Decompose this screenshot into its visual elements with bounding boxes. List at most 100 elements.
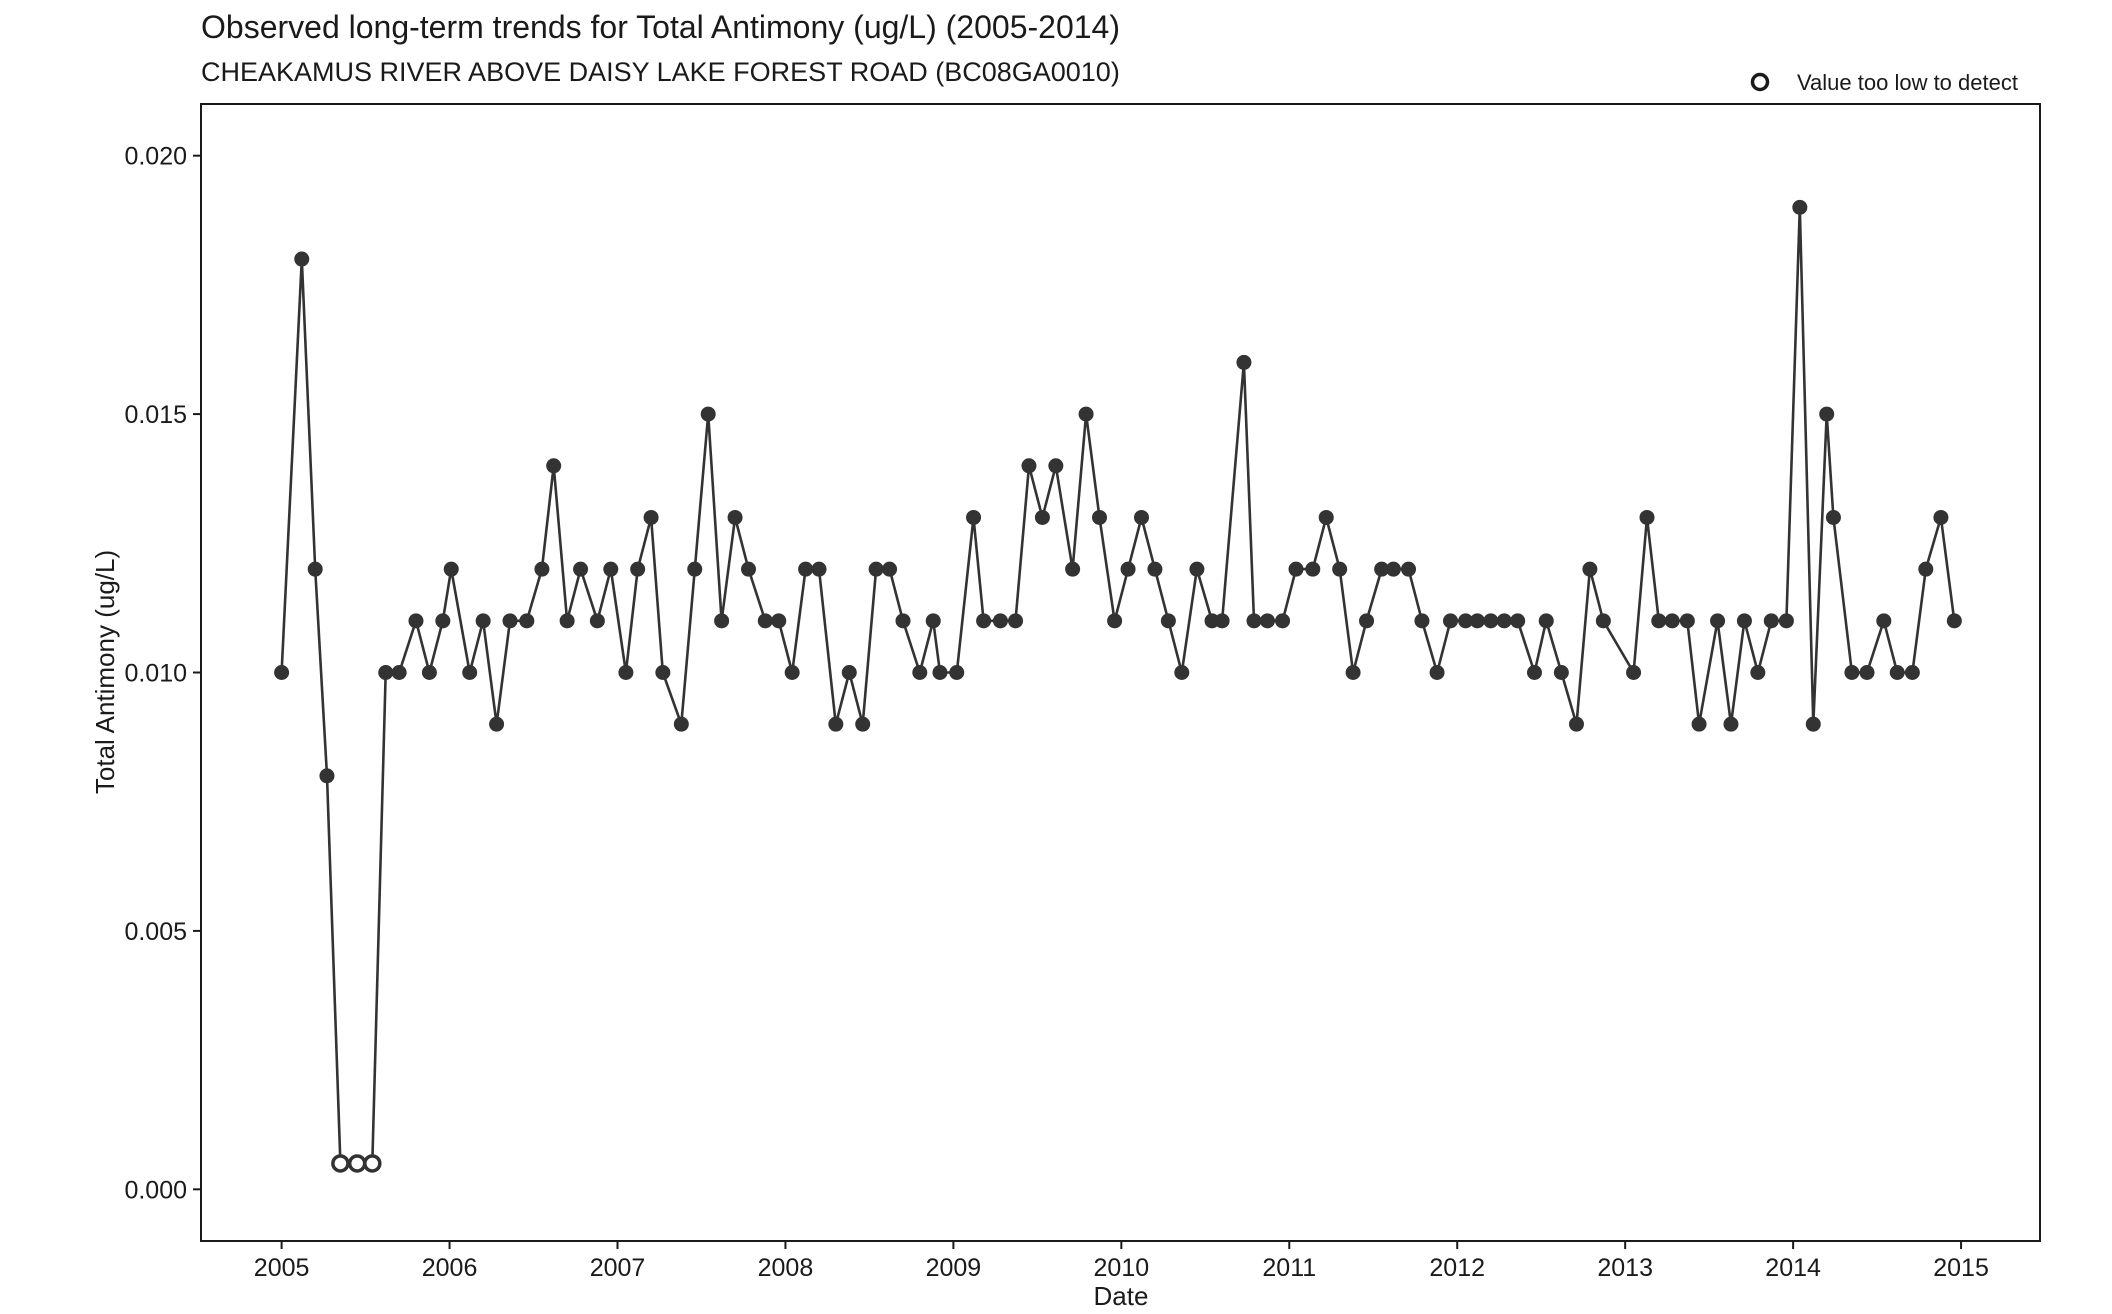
- data-point: [1819, 406, 1835, 422]
- data-point: [573, 561, 589, 577]
- data-point: [1318, 509, 1334, 525]
- data-point: [1120, 561, 1136, 577]
- data-point: [673, 716, 689, 732]
- data-point: [1763, 613, 1779, 629]
- data-point: [1664, 613, 1680, 629]
- data-point: [1065, 561, 1081, 577]
- data-point: [1332, 561, 1348, 577]
- data-point: [771, 613, 787, 629]
- data-point: [1825, 509, 1841, 525]
- data-point: [1904, 665, 1920, 680]
- data-point: [1651, 613, 1667, 629]
- data-point: [1736, 613, 1752, 629]
- x-tick-label: 2013: [1597, 1254, 1653, 1282]
- data-point: [868, 561, 884, 577]
- data-point: [589, 613, 605, 629]
- data-point: [1844, 665, 1860, 680]
- data-point: [1859, 665, 1875, 680]
- data-point: [757, 613, 773, 629]
- data-point: [841, 665, 857, 680]
- data-point: [895, 613, 911, 629]
- data-point: [1160, 613, 1176, 629]
- data-point: [687, 561, 703, 577]
- data-point: [435, 613, 451, 629]
- data-point: [1792, 199, 1808, 215]
- data-point: [1805, 716, 1821, 732]
- data-point: [534, 561, 550, 577]
- data-point: [1469, 613, 1485, 629]
- data-point: [1429, 665, 1445, 680]
- data-point: [1133, 509, 1149, 525]
- data-point: [1679, 613, 1695, 629]
- data-point: [1214, 613, 1230, 629]
- data-point: [700, 406, 716, 422]
- data-point: [1189, 561, 1205, 577]
- data-point: [1275, 613, 1291, 629]
- data-point: [992, 613, 1008, 629]
- data-point: [1443, 613, 1459, 629]
- data-point: [1345, 665, 1361, 680]
- x-tick-label: 2005: [254, 1254, 310, 1282]
- data-point: [1496, 613, 1512, 629]
- data-point: [391, 665, 407, 680]
- data-point: [378, 665, 394, 680]
- data-point: [489, 716, 505, 732]
- y-axis: 0.000 0.005 0.010 0.015 0.020: [124, 143, 201, 1204]
- y-tick-label: 0.015: [124, 401, 187, 429]
- data-point: [976, 613, 992, 629]
- legend-open-circle-marker: [1750, 72, 1770, 92]
- x-tick-label: 2014: [1765, 1254, 1821, 1282]
- data-point: [274, 665, 290, 680]
- data-point: [1107, 613, 1123, 629]
- data-point: [1933, 509, 1949, 525]
- data-point: [1008, 613, 1024, 629]
- y-tick-label: 0.010: [124, 660, 187, 688]
- x-axis: 2005 2006 2007 2008 2009 2010 2011 2012 2013 2014…: [254, 1241, 1989, 1282]
- data-point: [727, 509, 743, 525]
- data-point: [811, 561, 827, 577]
- data-point: [1710, 613, 1726, 629]
- data-point: [1401, 561, 1417, 577]
- data-point: [1078, 406, 1094, 422]
- data-point: [932, 665, 948, 680]
- data-point-below-detection: [363, 1154, 382, 1173]
- data-point: [1750, 665, 1766, 680]
- data-point: [1889, 665, 1905, 680]
- data-point: [1259, 613, 1275, 629]
- data-point: [1048, 458, 1064, 474]
- y-tick-label: 0.000: [124, 1176, 187, 1204]
- data-point: [1092, 509, 1108, 525]
- data-point: [1374, 561, 1390, 577]
- x-tick-label: 2006: [422, 1254, 478, 1282]
- x-tick-label: 2015: [1933, 1254, 1989, 1282]
- y-tick-label: 0.020: [124, 143, 187, 171]
- data-point: [784, 665, 800, 680]
- y-axis-label: Total Antimony (ug/L): [90, 550, 120, 794]
- data-point: [307, 561, 323, 577]
- data-point: [1691, 716, 1707, 732]
- legend-label: Value too low to detect: [1797, 70, 2018, 95]
- data-point: [949, 665, 965, 680]
- data-point-below-detection: [331, 1154, 350, 1173]
- data-point: [1359, 613, 1375, 629]
- data-point: [1021, 458, 1037, 474]
- data-point: [643, 509, 659, 525]
- series-layer: [274, 199, 1962, 1173]
- data-point: [1595, 613, 1611, 629]
- data-point: [1582, 561, 1598, 577]
- x-axis-label: Date: [1094, 1281, 1149, 1309]
- data-point: [912, 665, 928, 680]
- data-point: [1626, 665, 1642, 680]
- data-point: [319, 768, 335, 784]
- data-point: [1538, 613, 1554, 629]
- data-point-below-detection: [347, 1154, 367, 1173]
- data-point: [966, 509, 982, 525]
- data-point: [828, 716, 844, 732]
- data-point: [1147, 561, 1163, 577]
- data-point: [882, 561, 898, 577]
- data-point: [408, 613, 424, 629]
- data-point: [1174, 665, 1190, 680]
